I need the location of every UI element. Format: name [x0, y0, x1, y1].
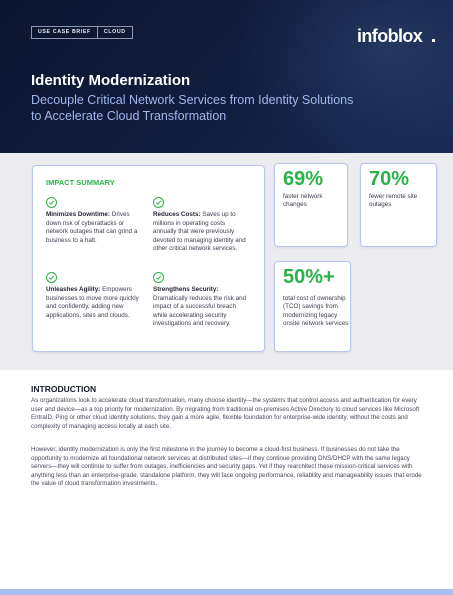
stat-label: total cost of ownership (TCO) savings fr…	[283, 295, 349, 327]
infoblox-logo: infoblox	[357, 26, 435, 46]
logo-wordmark: infoblox	[357, 26, 423, 46]
impact-summary-title: IMPACT SUMMARY	[46, 178, 115, 187]
stat-label: faster network changes	[283, 193, 323, 209]
benefit-heading: Unleashes Agility:	[46, 286, 101, 293]
hero-banner: USE CASE BRIEF CLOUD infoblox Identity M…	[0, 0, 453, 153]
page-subtitle: Decouple Critical Network Services from …	[31, 93, 354, 123]
hero-glow	[233, 0, 453, 153]
tag-divider	[96, 27, 98, 38]
check-circle-icon	[153, 197, 164, 208]
tag-use-case-brief: USE CASE BRIEF	[38, 29, 91, 35]
benefit-reduces-costs: Reduces Costs: Saves up to millions in o…	[153, 197, 250, 254]
benefit-body: Dramatically reduces the risk and impact…	[153, 294, 247, 328]
stat-value: 70%	[369, 168, 410, 190]
stat-value: 50%+	[283, 266, 335, 288]
tag-cloud: CLOUD	[103, 29, 126, 35]
introduction-heading: INTRODUCTION	[31, 384, 97, 394]
benefit-body: Saves up to millions in operating costs …	[153, 211, 246, 252]
benefit-text: Unleashes Agility: Empowers businesses t…	[46, 286, 143, 320]
impact-summary-card: IMPACT SUMMARY Minimizes Downtime: Drive…	[32, 165, 265, 352]
benefit-heading: Reduces Costs:	[153, 211, 201, 218]
footer-accent-bar	[0, 589, 453, 595]
benefit-text: Strengthens Security: Dramatically reduc…	[153, 286, 250, 329]
benefit-body: Empowers businesses to move more quickly…	[46, 286, 139, 319]
check-circle-icon	[46, 197, 57, 208]
benefit-strengthens-security: Strengthens Security: Dramatically reduc…	[153, 272, 250, 329]
stat-card-site-outages: 70% fewer remote site outages	[360, 163, 437, 247]
category-tag: USE CASE BRIEF CLOUD	[31, 26, 133, 39]
intro-paragraph-2: However, identity modernization is only …	[31, 446, 422, 488]
benefit-text: Reduces Costs: Saves up to millions in o…	[153, 211, 250, 254]
benefit-heading: Strengthens Security:	[153, 286, 219, 293]
stat-value: 69%	[283, 168, 324, 190]
stat-label: fewer remote site outages	[369, 193, 418, 209]
stat-card-tco-savings: 50%+ total cost of ownership (TCO) savin…	[274, 261, 351, 352]
stat-card-network-changes: 69% faster network changes	[274, 163, 348, 247]
benefit-body: Drives down risk of cyberattacks or netw…	[46, 211, 138, 244]
benefit-text: Minimizes Downtime: Drives down risk of …	[46, 211, 143, 245]
benefit-unleashes-agility: Unleashes Agility: Empowers businesses t…	[46, 272, 143, 320]
intro-paragraph-1: As organizations look to accelerate clou…	[31, 397, 420, 430]
benefit-minimizes-downtime: Minimizes Downtime: Drives down risk of …	[46, 197, 143, 245]
page-title: Identity Modernization	[31, 72, 191, 89]
check-circle-icon	[153, 272, 164, 283]
check-circle-icon	[46, 272, 57, 283]
benefit-heading: Minimizes Downtime:	[46, 211, 111, 218]
